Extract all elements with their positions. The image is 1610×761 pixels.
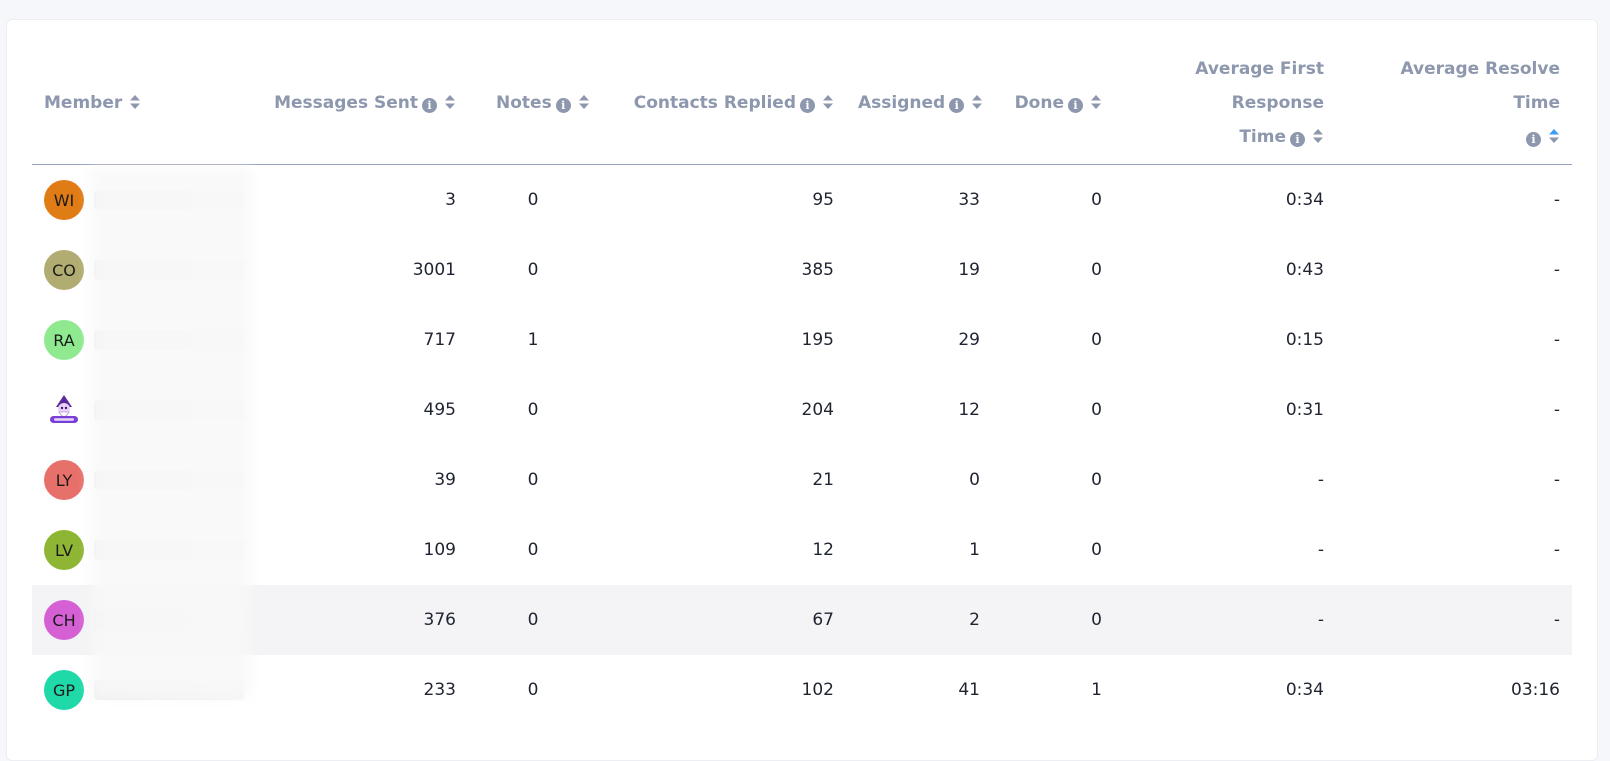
avg-first-response-cell: 0:34 <box>1285 190 1324 210</box>
contacts-replied-cell: 67 <box>598 585 846 655</box>
avg-first-response-cell: - <box>1317 540 1324 560</box>
notes-cell: 0 <box>527 260 539 280</box>
avatar: CO <box>44 250 84 290</box>
info-icon[interactable]: i <box>800 98 815 113</box>
info-icon[interactable]: i <box>555 98 571 113</box>
table-header-row: Member Messages Sent i Notes i Contacts Re… <box>32 44 1572 165</box>
avg-first-response-cell: 0:31 <box>1285 400 1324 420</box>
avatar: GP <box>44 670 84 710</box>
sort-icon[interactable] <box>578 88 590 122</box>
sort-icon[interactable] <box>822 88 834 122</box>
assigned-cell: 1 <box>969 540 980 560</box>
avg-resolve-cell: - <box>1553 400 1560 420</box>
done-cell: 0 <box>1091 190 1102 210</box>
wizard-logo-icon <box>44 390 84 430</box>
avg-first-response-cell: - <box>1114 585 1336 655</box>
avg-first-response-cell: - <box>1317 470 1324 490</box>
avg-first-response-cell: 0:43 <box>1285 260 1324 280</box>
done-cell: 0 <box>1091 540 1102 560</box>
messages-sent-cell: 3001 <box>412 260 456 280</box>
team-stats-card: Member Messages Sent i Notes i Contacts Re… <box>6 19 1598 761</box>
contacts-replied-cell: 204 <box>801 400 834 420</box>
name-redaction-blur <box>91 168 251 698</box>
assigned-cell: 0 <box>969 470 980 490</box>
contacts-replied-cell: 21 <box>812 470 834 490</box>
done-cell: 0 <box>1091 330 1102 350</box>
column-header-assigned[interactable]: Assigned i <box>846 44 992 165</box>
assigned-cell: 19 <box>958 260 980 280</box>
done-cell: 0 <box>1091 470 1102 490</box>
info-icon[interactable]: i <box>1290 132 1305 147</box>
avatar: LY <box>44 460 84 500</box>
assigned-cell: 33 <box>958 190 980 210</box>
avatar: LV <box>44 530 84 570</box>
notes-cell: 0 <box>468 585 598 655</box>
team-stats-table: Member Messages Sent i Notes i Contacts Re… <box>32 44 1572 725</box>
sort-icon[interactable] <box>129 88 141 122</box>
messages-sent-cell: 109 <box>423 540 456 560</box>
contacts-replied-cell: 195 <box>801 330 834 350</box>
sort-icon[interactable] <box>1090 88 1102 122</box>
column-header-notes[interactable]: Notes i <box>468 44 598 165</box>
column-header-done[interactable]: Done i <box>992 44 1114 165</box>
column-header-contacts-replied[interactable]: Contacts Replied i <box>598 44 846 165</box>
avatar: CH <box>44 600 84 640</box>
messages-sent-cell: 717 <box>423 330 456 350</box>
table-row[interactable]: LV 109 0 12 1 0 - - <box>32 515 1572 585</box>
assigned-cell: 41 <box>958 680 980 700</box>
avg-resolve-cell: - <box>1553 540 1560 560</box>
notes-cell: 0 <box>527 400 539 420</box>
table-row[interactable]: 495 0 204 12 0 0:31 - <box>32 375 1572 445</box>
messages-sent-cell: 3 <box>445 190 456 210</box>
notes-cell: 1 <box>527 330 539 350</box>
sort-icon[interactable] <box>1548 122 1560 156</box>
notes-cell: 0 <box>527 680 539 700</box>
done-cell: 0 <box>1091 260 1102 280</box>
info-icon[interactable]: i <box>1526 132 1541 147</box>
sort-icon[interactable] <box>1312 122 1324 156</box>
info-icon[interactable]: i <box>1068 98 1083 113</box>
messages-sent-cell: 39 <box>434 470 456 490</box>
assigned-cell: 12 <box>958 400 980 420</box>
sort-icon[interactable] <box>971 88 983 122</box>
table-row[interactable]: GP 233 0 102 41 1 0:34 03:16 <box>32 655 1572 725</box>
avatar: RA <box>44 320 84 360</box>
avg-resolve-cell: - <box>1553 470 1560 490</box>
avg-resolve-cell: 03:16 <box>1511 680 1560 700</box>
column-header-avg-resolve[interactable]: Average Resolve Time i <box>1336 44 1572 165</box>
assigned-cell: 2 <box>846 585 992 655</box>
contacts-replied-cell: 12 <box>812 540 834 560</box>
notes-cell: 0 <box>527 190 539 210</box>
messages-sent-cell: 495 <box>423 400 456 420</box>
done-cell: 0 <box>1091 400 1102 420</box>
contacts-replied-cell: 385 <box>801 260 834 280</box>
contacts-replied-cell: 95 <box>812 190 834 210</box>
table-row[interactable]: LY 39 0 21 0 0 - - <box>32 445 1572 515</box>
avg-resolve-cell: - <box>1553 190 1560 210</box>
table-row[interactable]: CO 3001 0 385 19 0 0:43 - <box>32 235 1572 305</box>
avg-first-response-cell: 0:34 <box>1285 680 1324 700</box>
avg-resolve-cell: - <box>1336 585 1572 655</box>
contacts-replied-cell: 102 <box>801 680 834 700</box>
avg-resolve-cell: - <box>1553 330 1560 350</box>
avg-resolve-cell: - <box>1553 260 1560 280</box>
column-header-member[interactable]: Member <box>32 44 260 165</box>
assigned-cell: 29 <box>958 330 980 350</box>
notes-cell: 0 <box>527 470 539 490</box>
info-icon[interactable]: i <box>949 98 965 113</box>
info-icon[interactable]: i <box>422 98 437 113</box>
messages-sent-cell: 376 <box>260 585 468 655</box>
messages-sent-cell: 233 <box>423 680 456 700</box>
avatar: WI <box>44 180 84 220</box>
notes-cell: 0 <box>527 540 539 560</box>
table-row[interactable]: RA 717 1 195 29 0 0:15 - <box>32 305 1572 375</box>
done-cell: 1 <box>1091 680 1102 700</box>
table-row[interactable]: WI 3 0 95 33 0 0:34 - <box>32 165 1572 236</box>
avg-first-response-cell: 0:15 <box>1285 330 1324 350</box>
table-row[interactable]: CH 376 0 67 2 0- - <box>32 585 1572 655</box>
column-header-avg-first-response[interactable]: Average First Response Time i <box>1114 44 1336 165</box>
done-cell: 0 <box>992 585 1114 655</box>
column-header-messages-sent[interactable]: Messages Sent i <box>260 44 468 165</box>
sort-icon[interactable] <box>444 88 456 122</box>
